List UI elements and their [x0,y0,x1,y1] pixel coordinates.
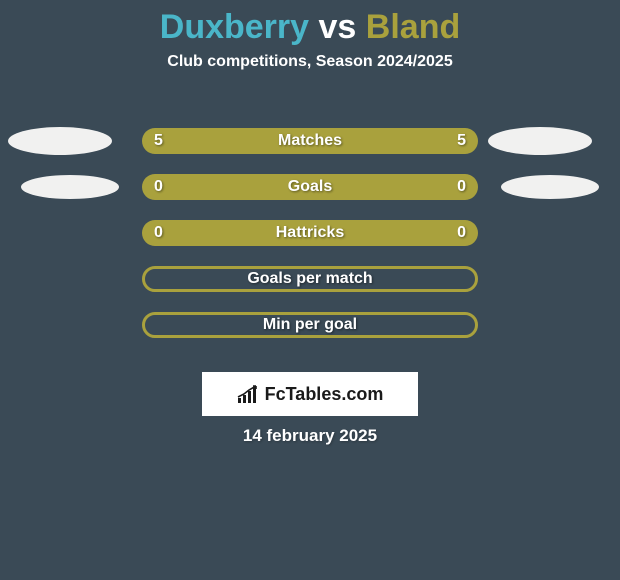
stat-value-left: 0 [142,224,175,242]
stat-value-left: 0 [142,178,175,196]
fctables-logo: FcTables.com [237,384,384,405]
stat-value-right: 5 [445,132,478,150]
fctables-logo-box: FcTables.com [202,372,418,416]
footer-date: 14 february 2025 [0,426,620,446]
stat-value-right: 0 [445,224,478,242]
stat-label: Goals per match [247,270,372,288]
player1-name: Duxberry [160,8,309,46]
stat-label: Matches [278,132,342,150]
comparison-title: Duxberry vs Bland [0,0,620,47]
bars-icon [237,384,259,404]
stat-row: Goals per match [0,256,620,302]
stat-bar-hollow: Goals per match [142,266,478,292]
stat-bar-filled: 5 Matches 5 [142,128,478,154]
left-ellipse [21,175,119,199]
fctables-logo-text: FcTables.com [265,384,384,405]
stat-label: Hattricks [276,224,344,242]
stat-bar-hollow: Min per goal [142,312,478,338]
stat-value-left: 5 [142,132,175,150]
stat-bar-filled: 0 Goals 0 [142,174,478,200]
right-ellipse [488,127,592,155]
vs-label: vs [319,8,357,46]
subtitle: Club competitions, Season 2024/2025 [0,53,620,71]
stat-label: Goals [288,178,332,196]
stat-row: 0 Hattricks 0 [0,210,620,256]
stat-label: Min per goal [263,316,357,334]
stat-row: 0 Goals 0 [0,164,620,210]
stat-bar-filled: 0 Hattricks 0 [142,220,478,246]
stat-row: 5 Matches 5 [0,118,620,164]
stat-row: Min per goal [0,302,620,348]
left-ellipse [8,127,112,155]
player2-name: Bland [366,8,460,46]
stat-value-right: 0 [445,178,478,196]
right-ellipse [501,175,599,199]
